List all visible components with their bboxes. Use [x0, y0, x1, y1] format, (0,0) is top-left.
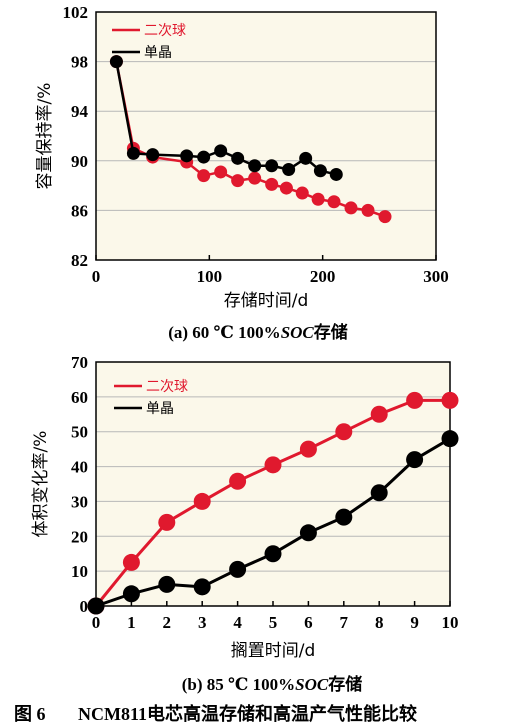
chart-b-xtick-label: 7: [340, 613, 349, 632]
chart-b-xtick-label: 5: [269, 613, 278, 632]
chart-b-ytick-label: 60: [71, 388, 88, 407]
chart-a-legend-label-0: 二次球: [144, 23, 186, 39]
chart-a-series-0-point: [214, 165, 227, 178]
chart-a-xtick-label: 300: [423, 267, 449, 286]
chart-a-xtick-label: 200: [310, 267, 336, 286]
chart-a-legend-label-1: 单晶: [144, 45, 172, 61]
chart-a-series-1-point: [127, 147, 140, 160]
chart-a-ytick-label: 90: [71, 152, 88, 171]
chart-b-plot-area: [96, 362, 450, 606]
chart-a-ytick-label: 98: [71, 53, 88, 72]
chart-a-xtick-label: 100: [197, 267, 223, 286]
chart-a-series-1-point: [110, 55, 123, 68]
chart-a-series-1-point: [282, 163, 295, 176]
chart-b-xtick-label: 3: [198, 613, 207, 632]
chart-b-x-axis-label: 搁置时间/d: [231, 641, 316, 661]
chart-b-xtick-label: 8: [375, 613, 384, 632]
chart-a-ytick-label: 86: [71, 201, 88, 220]
chart-b-ytick-label: 30: [71, 492, 88, 511]
chart-b-legend-label-1: 单晶: [146, 401, 174, 417]
chart-b-y-axis-label: 体积变化率/%: [31, 431, 51, 538]
chart-b-series-0-point: [335, 423, 352, 440]
chart-b-series-1-point: [265, 545, 282, 562]
figure-caption-text: NCM811电芯高温存储和高温产气性能比较: [78, 703, 417, 724]
chart-b-series-0-point: [371, 406, 388, 423]
chart-b-series-1-point: [88, 598, 105, 615]
chart-a-y-axis-label: 容量保持率/%: [35, 83, 55, 190]
chart-b-xtick-label: 6: [304, 613, 313, 632]
chart-b-ytick-label: 20: [71, 527, 88, 546]
chart-a-series-0-point: [379, 210, 392, 223]
chart-b-series-1-point: [371, 484, 388, 501]
chart-a-x-axis-label: 存储时间/d: [224, 291, 309, 311]
chart-a-series-1-point: [231, 152, 244, 165]
chart-b-volume-change: 0 10 20 30 40 50 60 70 0 1 2 3 4 5 6 7 8 9 10 搁置时间/d 体积变化率/%…: [31, 353, 459, 661]
chart-a-series-0-point: [248, 172, 261, 185]
chart-a-series-1-point: [248, 159, 261, 172]
chart-a-capacity-retention: 82 86 90 94 98 102 0 100 200 300 存储时间/d 容量保持率/% 二次球单…: [35, 3, 449, 311]
chart-a-series-0-point: [312, 193, 325, 206]
chart-b-series-0-point: [442, 392, 459, 409]
chart-b-xtick-label: 0: [92, 613, 101, 632]
chart-b-ytick-label: 70: [71, 353, 88, 372]
chart-a-series-0-point: [280, 182, 293, 195]
chart-b-series-0-point: [123, 554, 140, 571]
chart-b-series-1-point: [406, 451, 423, 468]
chart-a-series-1-point: [197, 151, 210, 164]
chart-b-series-1-point: [194, 578, 211, 595]
chart-a-series-1-point: [330, 168, 343, 181]
chart-a-ytick-label: 102: [63, 3, 89, 22]
chart-b-series-0-point: [300, 441, 317, 458]
chart-b-xtick-label: 9: [410, 613, 419, 632]
figure-caption-label: 图 6: [14, 704, 46, 724]
chart-b-xtick-label: 4: [233, 613, 242, 632]
chart-a-series-1-point: [299, 152, 312, 165]
chart-b-series-0-point: [158, 514, 175, 531]
chart-b-ytick-label: 10: [71, 562, 88, 581]
chart-a-xtick-label: 0: [92, 267, 101, 286]
chart-b-series-1-point: [158, 576, 175, 593]
chart-b-caption: (b) 85 ℃ 100%SOC存储: [182, 674, 362, 694]
chart-b-series-1-point: [335, 509, 352, 526]
chart-b-legend-label-0: 二次球: [146, 379, 188, 395]
chart-a-series-0-point: [197, 169, 210, 182]
chart-a-series-0-point: [345, 201, 358, 214]
chart-b-ytick-label: 40: [71, 458, 88, 477]
chart-a-ytick-label: 94: [71, 102, 89, 121]
chart-a-series-1-point: [265, 159, 278, 172]
chart-a-series-1-point: [180, 149, 193, 162]
chart-b-xtick-label: 2: [163, 613, 172, 632]
chart-b-ytick-label: 0: [80, 597, 89, 616]
chart-a-series-0-point: [362, 204, 375, 217]
chart-a-series-0-point: [296, 187, 309, 200]
chart-b-series-1-point: [442, 430, 459, 447]
chart-a-series-0-point: [265, 178, 278, 191]
chart-b-ytick-label: 50: [71, 423, 88, 442]
chart-b-xtick-label: 10: [442, 613, 459, 632]
chart-a-series-1-point: [146, 148, 159, 161]
chart-a-series-1-point: [214, 144, 227, 157]
chart-b-series-1-point: [123, 585, 140, 602]
chart-a-caption: (a) 60 ℃ 100%SOC存储: [168, 322, 348, 342]
chart-b-series-0-point: [229, 473, 246, 490]
chart-b-series-0-point: [406, 392, 423, 409]
chart-a-series-0-point: [328, 195, 341, 208]
chart-b-xtick-label: 1: [127, 613, 136, 632]
chart-a-ytick-label: 82: [71, 251, 88, 270]
chart-a-series-1-point: [314, 164, 327, 177]
chart-a-series-0-point: [231, 174, 244, 187]
chart-b-series-1-point: [229, 561, 246, 578]
chart-b-series-0-point: [265, 456, 282, 473]
chart-b-series-1-point: [300, 524, 317, 541]
chart-b-series-0-point: [194, 493, 211, 510]
